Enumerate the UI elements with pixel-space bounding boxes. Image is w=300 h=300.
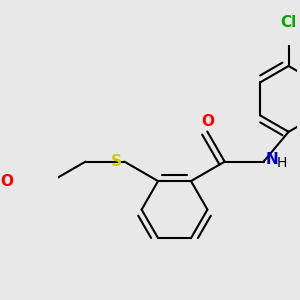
Text: N: N: [266, 152, 279, 167]
Text: O: O: [201, 114, 214, 129]
Text: S: S: [111, 154, 122, 169]
Text: O: O: [1, 174, 13, 189]
Text: H: H: [277, 156, 287, 170]
Text: Cl: Cl: [280, 15, 297, 30]
